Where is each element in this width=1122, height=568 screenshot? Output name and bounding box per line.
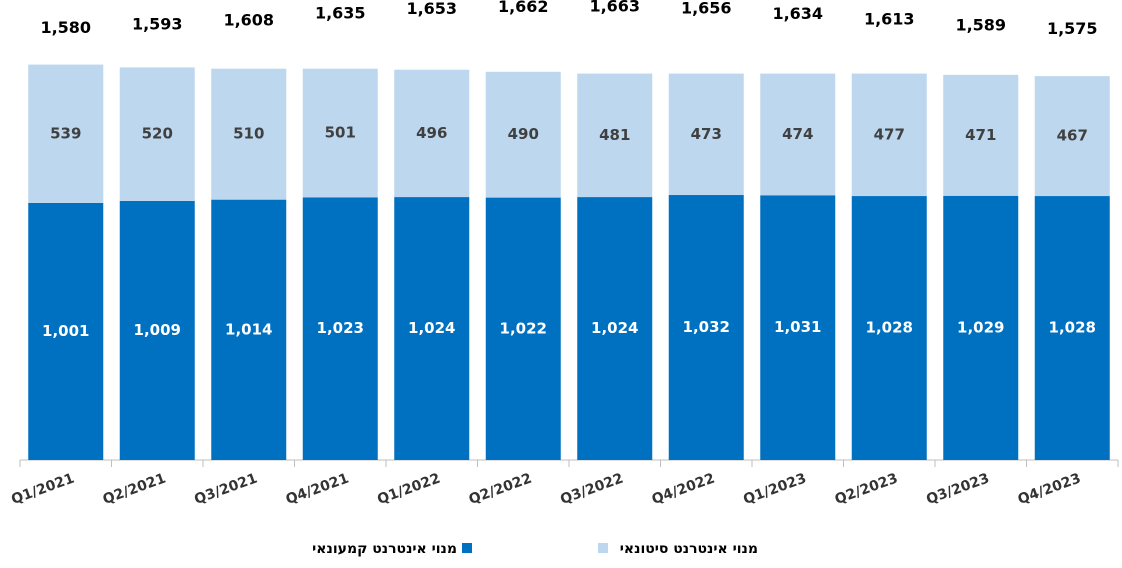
bar-segment — [760, 73, 836, 196]
value-label: 1,023 — [317, 319, 364, 337]
value-label: 1,009 — [134, 321, 181, 339]
bar-segment — [760, 195, 836, 461]
x-tick-label: Q2/2022 — [467, 470, 534, 508]
value-label: 471 — [965, 126, 996, 144]
x-tick-label: Q1/2022 — [375, 470, 442, 508]
value-label: 501 — [325, 124, 356, 142]
bar-segment — [394, 197, 470, 460]
legend-label: מנוי אינטרנט קמעונאי — [312, 541, 457, 557]
total-label: 1,589 — [955, 16, 1006, 35]
total-label: 1,635 — [315, 4, 366, 23]
x-tick-label: Q2/2021 — [101, 470, 168, 508]
value-label: 1,024 — [408, 319, 455, 337]
value-label: 496 — [416, 124, 447, 142]
bar-segment — [119, 200, 195, 460]
value-label: 1,014 — [225, 320, 272, 338]
value-label: 490 — [508, 125, 539, 143]
legend-swatch — [598, 543, 608, 553]
bar-segment — [1034, 196, 1110, 460]
bar-segment — [302, 197, 378, 460]
x-tick-label: Q2/2023 — [833, 470, 900, 508]
value-label: 1,029 — [957, 318, 1004, 336]
bar-segment — [1034, 76, 1110, 197]
total-label: 1,580 — [40, 18, 91, 37]
bar-segment — [28, 202, 104, 461]
bar-segment — [211, 68, 287, 200]
total-label: 1,593 — [132, 14, 183, 33]
value-label: 520 — [142, 125, 173, 143]
bar-segment — [577, 197, 653, 460]
total-label: 1,663 — [589, 0, 640, 16]
total-label: 1,634 — [772, 4, 823, 23]
value-label: 474 — [782, 125, 813, 143]
value-label: 1,001 — [42, 322, 89, 340]
total-label: 1,662 — [498, 0, 549, 16]
bar-segment — [943, 195, 1019, 460]
value-label: 1,022 — [500, 319, 547, 337]
value-label: 539 — [50, 124, 81, 142]
bar-segment — [577, 73, 653, 198]
x-tick-label: Q1/2023 — [741, 470, 808, 508]
total-label: 1,608 — [223, 11, 274, 30]
value-label: 510 — [233, 125, 264, 143]
value-label: 1,024 — [591, 319, 638, 337]
x-tick-label: Q3/2021 — [192, 470, 259, 508]
value-label: 1,031 — [774, 318, 821, 336]
bar-segment — [943, 74, 1019, 196]
total-label: 1,656 — [681, 0, 732, 17]
bar-segment — [302, 68, 378, 198]
value-label: 1,028 — [1049, 319, 1096, 337]
x-tick-label: Q4/2021 — [284, 470, 351, 508]
bar-segment — [119, 67, 195, 201]
x-tick-label: Q1/2021 — [9, 470, 76, 508]
value-label: 467 — [1057, 127, 1088, 145]
bar-segment — [394, 69, 470, 198]
x-tick-label: Q3/2023 — [924, 470, 991, 508]
x-tick-label: Q4/2023 — [1016, 470, 1083, 508]
bar-segment — [851, 196, 927, 460]
value-label: 1,028 — [866, 319, 913, 337]
bar-segment — [485, 71, 561, 198]
bar-segment — [668, 195, 744, 460]
value-label: 481 — [599, 126, 630, 144]
total-label: 1,653 — [406, 0, 457, 18]
total-label: 1,575 — [1047, 19, 1098, 38]
value-label: 473 — [691, 125, 722, 143]
bar-segment — [28, 64, 104, 203]
bar-segment — [485, 197, 561, 460]
value-label: 1,032 — [683, 318, 730, 336]
legend-swatch — [462, 543, 472, 553]
x-tick-label: Q4/2022 — [650, 470, 717, 508]
bar-segment — [211, 199, 287, 460]
bar-segment — [668, 73, 744, 196]
x-tick-label: Q3/2022 — [558, 470, 625, 508]
total-label: 1,613 — [864, 9, 915, 28]
value-label: 477 — [874, 125, 905, 143]
legend-label: מנוי אינטרנט סיטונאי — [620, 541, 758, 557]
bar-segment — [851, 73, 927, 197]
